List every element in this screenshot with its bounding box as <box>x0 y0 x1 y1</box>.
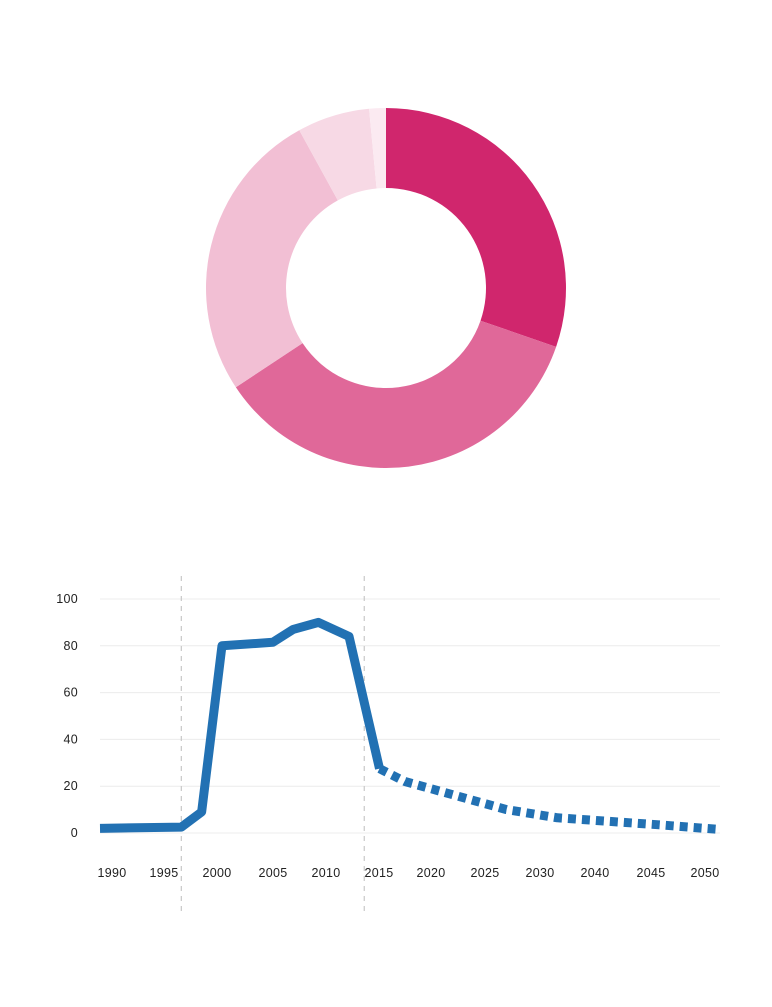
reference-lines <box>180 576 365 912</box>
grid-lines <box>100 598 720 834</box>
y-tick-label: 40 <box>63 732 78 746</box>
y-tick-label: 60 <box>63 686 78 700</box>
x-tick-label: 2050 <box>690 866 719 880</box>
series-lines <box>99 617 721 834</box>
y-tick-label: 20 <box>63 779 78 793</box>
x-tick-label: 2025 <box>470 866 499 880</box>
donut-slice-2 <box>235 320 557 468</box>
y-tick-label: 80 <box>63 639 78 653</box>
x-tick-label: 1990 <box>97 866 126 880</box>
x-tick-label: 2015 <box>364 866 393 880</box>
y-tick-label: 100 <box>56 592 78 606</box>
x-tick-label: 2020 <box>416 866 445 880</box>
donut-slice-1 <box>386 108 566 347</box>
projection-line <box>377 764 721 834</box>
donut-slices <box>205 108 566 468</box>
x-tick-label: 2010 <box>311 866 340 880</box>
x-tick-label: 2030 <box>525 866 554 880</box>
x-tick-label: 2005 <box>258 866 287 880</box>
y-tick-label: 0 <box>71 826 78 840</box>
donut-slice-3 <box>205 130 338 388</box>
x-tick-label: 2040 <box>580 866 609 880</box>
donut-slice-5 <box>369 108 386 189</box>
historical-line <box>99 617 384 833</box>
donut-slice-4 <box>299 108 377 201</box>
x-tick-label: 2000 <box>202 866 231 880</box>
x-tick-label: 1995 <box>149 866 178 880</box>
x-tick-label: 2045 <box>636 866 665 880</box>
y-tick-labels: 0 20 40 60 80 100 <box>56 592 78 840</box>
x-tick-labels: 1990 1995 2000 2005 2010 2015 2020 2025 2030 2040… <box>97 866 719 880</box>
donut-chart <box>205 108 566 468</box>
